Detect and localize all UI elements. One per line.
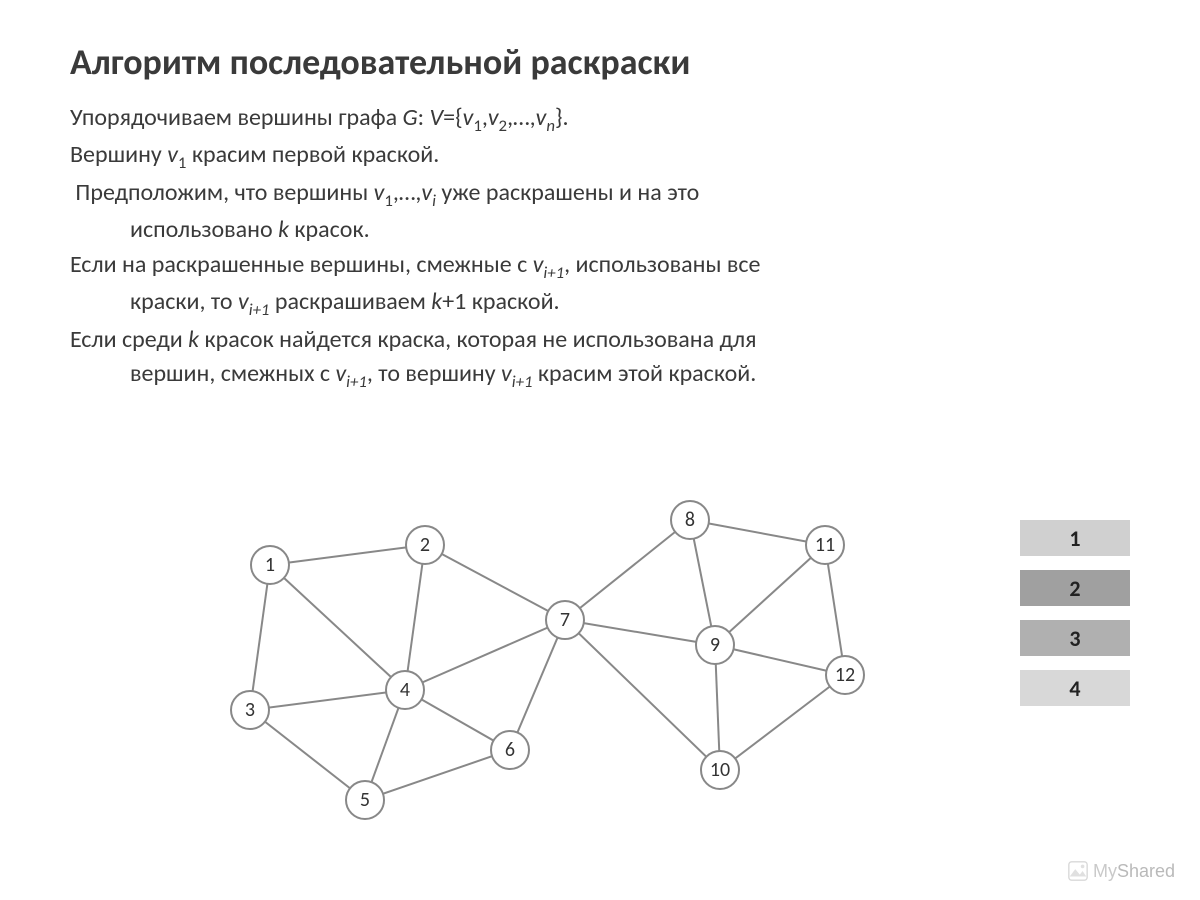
para-4b: краски, то vi+1 раскрашиваем k+1 краской… bbox=[70, 286, 1130, 321]
graph-edge bbox=[250, 710, 365, 800]
para-5b: вершин, смежных с vi+1, то вершину vi+1 … bbox=[70, 358, 1130, 393]
slide: Алгоритм последовательной раскраски Упор… bbox=[0, 0, 1200, 900]
graph-node-11: 11 bbox=[805, 525, 845, 565]
legend-item-4: 4 bbox=[1020, 670, 1130, 706]
legend-item-3: 3 bbox=[1020, 620, 1130, 656]
watermark-prefix: My bbox=[1093, 861, 1117, 881]
para-4a: Если на раскрашенные вершины, смежные с … bbox=[70, 249, 1130, 284]
para-5a: Если среди k красок найдется краска, кот… bbox=[70, 324, 1130, 356]
graph-edge bbox=[715, 545, 825, 645]
graph-edge bbox=[270, 545, 425, 565]
graph-edge bbox=[405, 545, 425, 690]
graph-edge bbox=[720, 675, 845, 770]
graph-edge bbox=[250, 565, 270, 710]
graph-node-5: 5 bbox=[345, 780, 385, 820]
graph-node-7: 7 bbox=[545, 600, 585, 640]
graph-node-8: 8 bbox=[670, 500, 710, 540]
graph-node-6: 6 bbox=[490, 730, 530, 770]
graph-edge bbox=[270, 565, 405, 690]
watermark-icon bbox=[1067, 860, 1089, 882]
legend-item-1: 1 bbox=[1020, 520, 1130, 556]
graph-node-12: 12 bbox=[825, 655, 865, 695]
graph-edge bbox=[565, 520, 690, 620]
graph-node-3: 3 bbox=[230, 690, 270, 730]
graph-node-9: 9 bbox=[695, 625, 735, 665]
graph-edges-svg bbox=[190, 490, 890, 850]
color-legend: 1 2 3 4 bbox=[1020, 520, 1130, 720]
graph-area: 123456789101112 bbox=[190, 490, 890, 850]
watermark-suffix: Shared bbox=[1117, 861, 1175, 881]
graph-node-1: 1 bbox=[250, 545, 290, 585]
graph-node-2: 2 bbox=[405, 525, 445, 565]
graph-edge bbox=[425, 545, 565, 620]
para-3a: Предположим, что вершины v1,…,vi уже рас… bbox=[70, 177, 1130, 212]
watermark-text: MyShared bbox=[1093, 861, 1175, 882]
body-text: Упорядочиваем вершины графа G: V={v1,v2,… bbox=[70, 102, 1130, 394]
graph-edge bbox=[250, 690, 405, 710]
para-3b: использовано k красок. bbox=[70, 214, 1130, 246]
graph-edge bbox=[405, 620, 565, 690]
legend-item-2: 2 bbox=[1020, 570, 1130, 606]
watermark: MyShared bbox=[1067, 860, 1175, 882]
slide-title: Алгоритм последовательной раскраски bbox=[70, 40, 1130, 84]
para-1: Упорядочиваем вершины графа G: V={v1,v2,… bbox=[70, 102, 1130, 137]
graph-node-10: 10 bbox=[700, 750, 740, 790]
para-2: Вершину v1 красим первой краской. bbox=[70, 139, 1130, 174]
graph-edge bbox=[365, 750, 510, 800]
graph-node-4: 4 bbox=[385, 670, 425, 710]
